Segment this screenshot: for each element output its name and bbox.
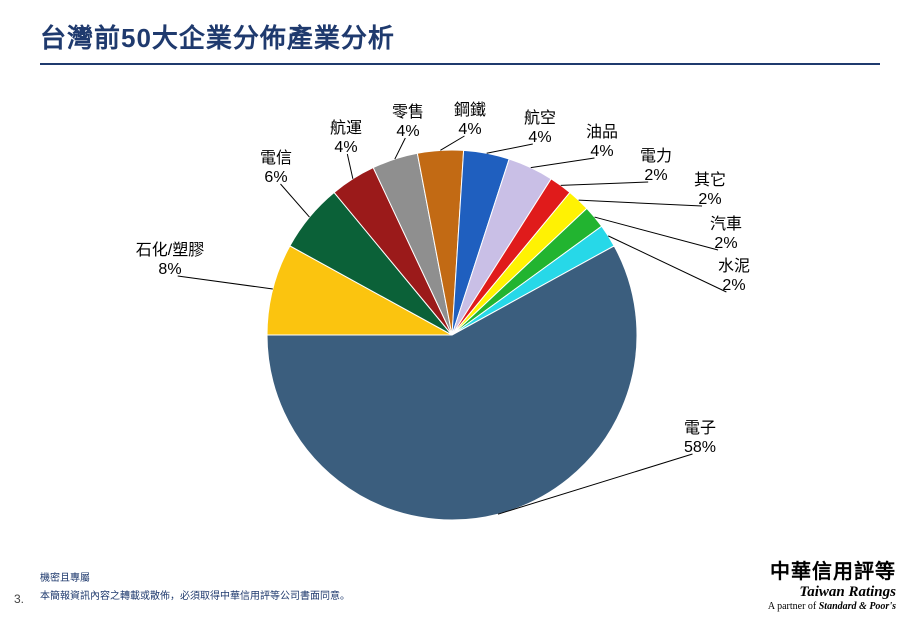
slice-label: 電信6%	[260, 149, 292, 187]
footer-line2: 本簡報資訊內容之轉載或散佈，必須取得中華信用評等公司書面同意。	[40, 588, 350, 606]
leader-line	[281, 184, 310, 217]
brand-cn: 中華信用評等	[768, 555, 896, 584]
slice-label-pct: 58%	[684, 438, 716, 457]
slice-label-pct: 2%	[710, 234, 742, 253]
slice-label-text: 電信	[260, 150, 292, 167]
page-title: 台灣前50大企業分佈產業分析	[40, 18, 920, 55]
page-number: 3.	[14, 592, 24, 606]
slice-label: 鋼鐵4%	[454, 101, 486, 139]
slice-label: 石化/塑膠8%	[136, 241, 204, 279]
slice-label-text: 水泥	[718, 258, 750, 275]
slice-label-text: 其它	[694, 172, 726, 189]
slice-label: 油品4%	[586, 123, 618, 161]
slice-label-pct: 4%	[392, 122, 424, 141]
slice-label-pct: 4%	[330, 138, 362, 157]
pie-svg	[0, 70, 920, 570]
slice-label-text: 航空	[524, 110, 556, 127]
slice-label-pct: 4%	[586, 142, 618, 161]
slice-label: 電力2%	[640, 147, 672, 185]
leader-line	[561, 182, 648, 185]
slice-label: 航空4%	[524, 109, 556, 147]
slice-label-text: 零售	[392, 104, 424, 121]
pie-chart: 石化/塑膠8%電信6%航運4%零售4%鋼鐵4%航空4%油品4%電力2%其它2%汽…	[0, 70, 920, 556]
slice-label: 其它2%	[694, 171, 726, 209]
leader-line	[579, 200, 702, 206]
slice-label: 航運4%	[330, 119, 362, 157]
slice-label-text: 鋼鐵	[454, 102, 486, 119]
title-rule	[40, 63, 880, 65]
slice-label-pct: 4%	[454, 120, 486, 139]
brand-en2: A partner of Standard & Poor's	[768, 601, 896, 612]
slice-label: 電子58%	[684, 419, 716, 457]
slice-label-text: 汽車	[710, 216, 742, 233]
slice-label: 水泥2%	[718, 257, 750, 295]
slice-label: 零售4%	[392, 103, 424, 141]
slice-label-pct: 6%	[260, 168, 292, 187]
brand-en1: Taiwan Ratings	[768, 584, 896, 601]
slice-label-text: 航運	[330, 120, 362, 137]
footer-text: 機密且專屬 本簡報資訊內容之轉載或散佈，必須取得中華信用評等公司書面同意。	[40, 570, 350, 606]
slice-label-pct: 2%	[694, 190, 726, 209]
slice-label-text: 油品	[586, 124, 618, 141]
leader-line	[531, 158, 595, 168]
slice-label-text: 電力	[640, 148, 672, 165]
footer-line1: 機密且專屬	[40, 570, 350, 588]
slice-label-text: 石化/塑膠	[136, 242, 204, 259]
slice-label-text: 電子	[684, 420, 716, 437]
brand-en2-prefix: A partner of	[768, 601, 819, 612]
slice-label-pct: 2%	[640, 166, 672, 185]
slice-label-pct: 8%	[136, 260, 204, 279]
brand-en2-sp: Standard & Poor's	[819, 601, 896, 612]
slice-label-pct: 2%	[718, 276, 750, 295]
slice-label-pct: 4%	[524, 128, 556, 147]
brand-block: 中華信用評等 Taiwan Ratings A partner of Stand…	[768, 555, 896, 612]
slice-label: 汽車2%	[710, 215, 742, 253]
leader-line	[347, 154, 353, 179]
